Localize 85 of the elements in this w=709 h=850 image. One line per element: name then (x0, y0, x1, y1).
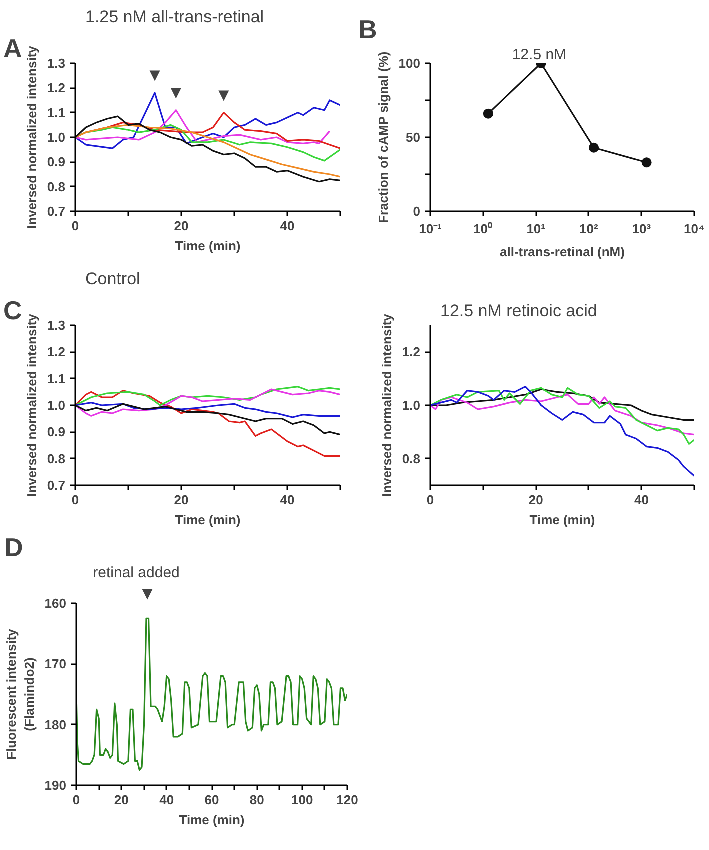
line-series (76, 390, 340, 457)
y-tick-label: 0.8 (47, 179, 66, 194)
y-tick-label: 1.2 (402, 344, 421, 360)
y-tick-label: 50 (406, 130, 421, 145)
text: D (4, 532, 24, 562)
line-series (430, 394, 694, 436)
line-series (76, 116, 340, 183)
x-tick-label: 10⁻¹ (419, 222, 442, 236)
line-series (76, 124, 340, 178)
annotation: 12.5 nM (512, 46, 567, 64)
line-series (430, 386, 694, 477)
x-axis-title: Time (min) (175, 238, 241, 254)
line-series (430, 388, 694, 421)
x-tick-label: 40 (280, 492, 295, 508)
point (483, 108, 494, 119)
y-axis-title: Inversed normalized intensity (24, 313, 40, 497)
point (642, 158, 652, 168)
y-axis-title: Inversed normalized intensity (379, 313, 394, 497)
y-axis-title: Fluorescent intensity (Flamindo2) (4, 628, 37, 760)
y-tick-label: 1.3 (47, 56, 66, 71)
y-tick-label: 170 (44, 656, 67, 672)
x-axis-title: Time (min) (530, 512, 596, 528)
x-tick-label: 80 (250, 792, 264, 808)
x-tick-label: 20 (174, 218, 189, 234)
text: A (4, 34, 22, 64)
y-tick-label: 180 (44, 717, 67, 732)
x-tick-label: 0 (72, 492, 80, 508)
x-tick-label: 10² (580, 222, 599, 236)
x-tick-label: 40 (160, 792, 174, 808)
annotation: ▼ (138, 584, 156, 604)
y-tick-label: 1.0 (47, 130, 66, 145)
line-series (76, 388, 340, 417)
x-axis-title: Time (min) (179, 812, 245, 828)
y-tick-label: 160 (44, 596, 67, 611)
y-tick-label: 1.0 (402, 398, 421, 413)
line-series (76, 386, 340, 406)
annotation: retinal added (93, 564, 180, 582)
x-tick-label: 40 (634, 492, 649, 508)
line-series (76, 402, 340, 418)
y-tick-label: 1.1 (47, 105, 66, 120)
y-tick-label: 190 (44, 778, 67, 793)
chart-title: 12.5 nM retinoic acid (440, 302, 598, 320)
y-tick-label: 0.8 (47, 451, 66, 466)
y-tick-label: 0.9 (47, 154, 66, 170)
annotation: ▼ (167, 82, 186, 102)
x-tick-label: 0 (72, 792, 80, 808)
y-tick-label: 0.7 (47, 204, 66, 219)
x-axis-title: Time (min) (175, 512, 241, 528)
x-tick-label: 10⁰ (474, 222, 494, 236)
line-series (430, 387, 694, 445)
line-series (76, 403, 340, 436)
x-tick-label: 0 (426, 492, 434, 508)
annotation: ▼ (146, 65, 164, 86)
x-tick-label: 20 (114, 792, 129, 808)
y-axis-title: Fraction of cAMP signal (%) (376, 52, 391, 224)
chart-title: 1.25 nM all-trans-retinal (86, 8, 264, 26)
x-tick-label: 40 (280, 218, 295, 234)
x-tick-label: 60 (204, 792, 220, 808)
y-tick-label: 100 (398, 56, 421, 71)
y-tick-label: 0.7 (47, 478, 66, 493)
y-tick-label: 1.1 (47, 371, 66, 386)
point (589, 142, 600, 153)
x-tick-label: 20 (174, 492, 189, 508)
x-tick-label: 20 (528, 492, 544, 508)
text: C (4, 296, 22, 326)
x-tick-label: 120 (336, 792, 358, 808)
x-tick-label: 10³ (632, 222, 652, 236)
text: B (358, 14, 378, 44)
y-tick-label: 1.0 (47, 398, 66, 413)
line-series (76, 110, 331, 144)
y-tick-label: 1.2 (47, 344, 66, 360)
y-tick-label: 0.8 (402, 451, 421, 466)
y-tick-label: 0 (413, 204, 421, 219)
x-tick-label: 10¹ (526, 222, 546, 236)
x-tick-label: 0 (72, 218, 80, 234)
x-tick-label: 100 (291, 792, 314, 808)
line-series (76, 618, 348, 772)
y-axis-title: Inversed normalized intensity (24, 45, 40, 229)
annotation: ▼ (214, 84, 233, 105)
x-axis-title: all-trans-retinal (nM) (500, 244, 625, 260)
chart-title: Control (86, 270, 140, 288)
y-tick-label: 0.9 (47, 424, 66, 440)
y-tick-label: 1.3 (47, 318, 66, 333)
y-tick-label: 1.2 (47, 80, 66, 96)
x-tick-label: 10⁴ (684, 222, 705, 236)
